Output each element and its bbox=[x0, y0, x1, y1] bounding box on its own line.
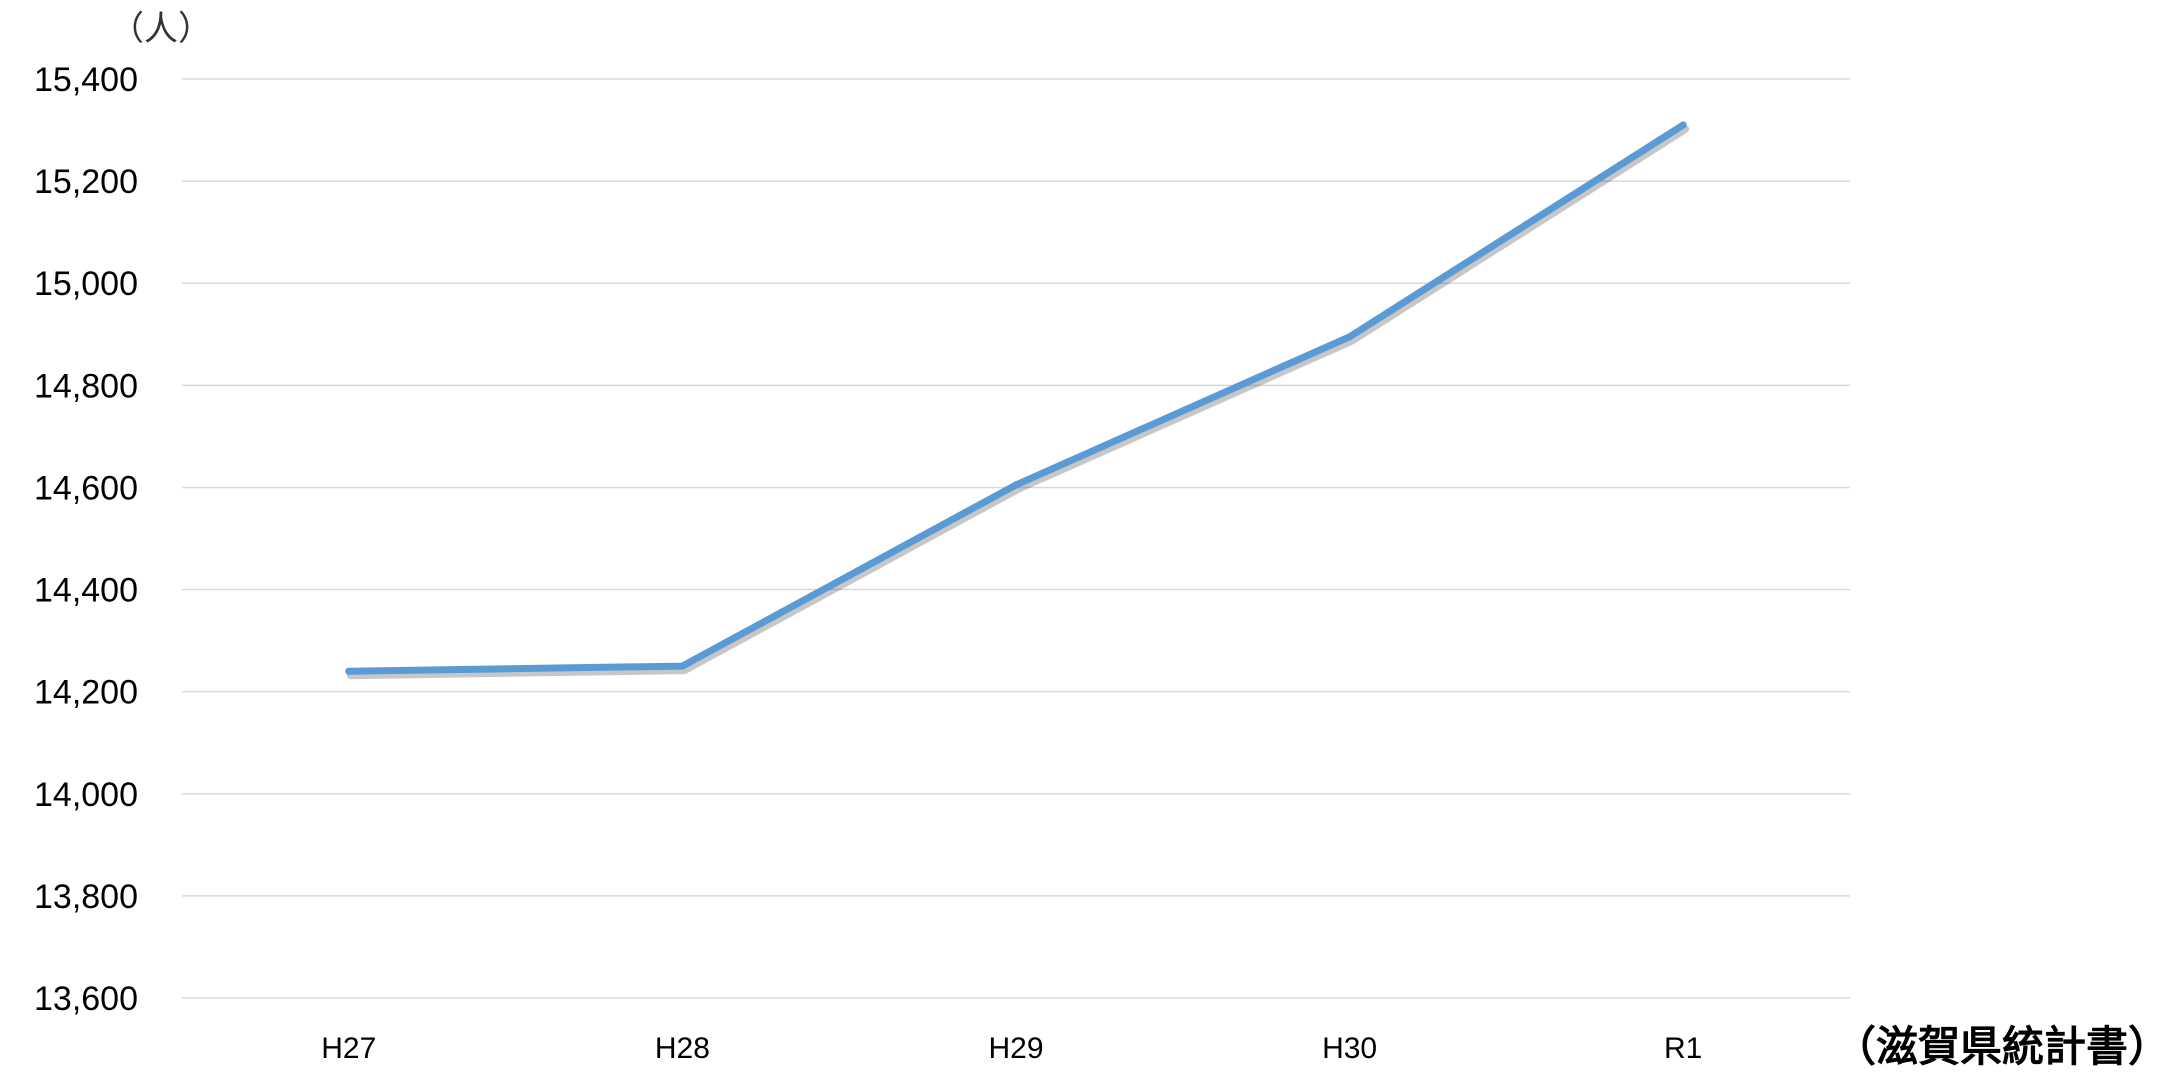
data-point bbox=[1679, 121, 1687, 129]
y-tick-label: 14,800 bbox=[34, 367, 138, 405]
y-tick-label: 14,000 bbox=[34, 776, 138, 814]
gridlines bbox=[182, 78, 1850, 999]
data-point bbox=[1012, 481, 1020, 489]
x-axis-tick-labels: H27 H28 H29 H30 R1 bbox=[321, 1032, 1702, 1065]
data-point bbox=[345, 667, 353, 675]
y-tick-label: 15,000 bbox=[34, 265, 138, 303]
x-tick-label: R1 bbox=[1664, 1032, 1702, 1065]
y-axis-tick-labels: 13,600 13,800 14,000 14,200 14,400 14,600 14,8… bbox=[34, 61, 138, 1018]
series-lines bbox=[345, 121, 1690, 680]
y-tick-label: 14,600 bbox=[34, 469, 138, 507]
y-tick-label: 14,200 bbox=[34, 674, 138, 712]
source-note: （滋賀県統計書） bbox=[1834, 1023, 2170, 1070]
y-tick-label: 15,400 bbox=[34, 61, 138, 99]
x-tick-label: H28 bbox=[655, 1032, 710, 1065]
y-tick-label: 14,400 bbox=[34, 572, 138, 610]
y-tick-label: 13,600 bbox=[34, 980, 138, 1018]
y-tick-label: 13,800 bbox=[34, 878, 138, 916]
data-point bbox=[678, 662, 686, 670]
series-line-shadow bbox=[346, 125, 1690, 680]
y-tick-label: 15,200 bbox=[34, 163, 138, 201]
x-tick-label: H29 bbox=[988, 1032, 1043, 1065]
x-tick-label: H30 bbox=[1322, 1032, 1377, 1065]
y-axis-unit-label: （人） bbox=[110, 10, 212, 48]
data-point bbox=[1346, 333, 1354, 341]
x-tick-label: H27 bbox=[321, 1032, 376, 1065]
